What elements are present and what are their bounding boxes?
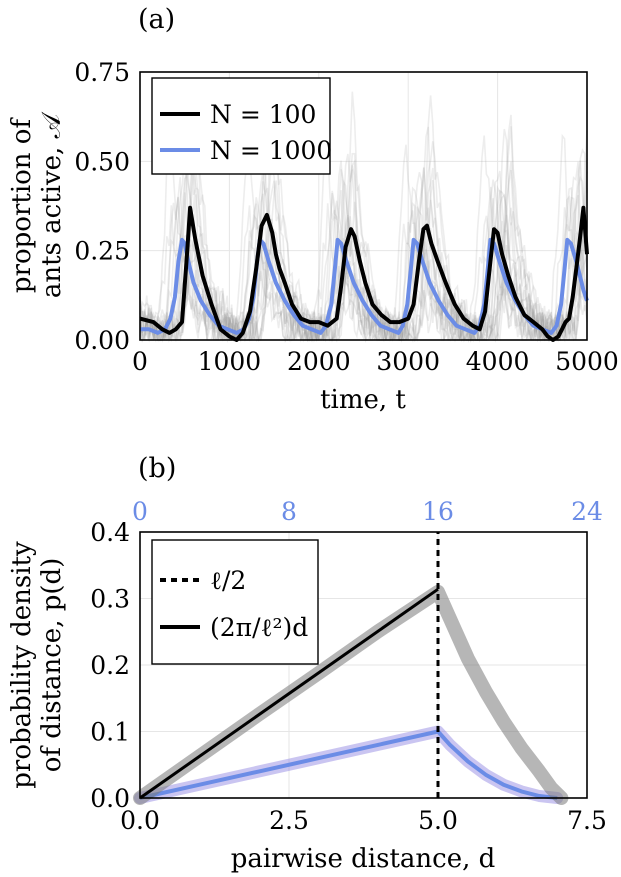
panel-b-top-xtick-label: 16 — [422, 497, 454, 526]
panel-a-background-trace — [139, 220, 588, 343]
panel-a-ytick-label: 0.25 — [74, 237, 130, 266]
series-blue-band — [139, 729, 558, 800]
panel-b-top-xtick-label: 24 — [571, 497, 603, 526]
panel-b-ytick-label: 0.1 — [90, 718, 130, 747]
panel-b-ytick-label: 0.3 — [90, 585, 130, 614]
panel-a-ytick-label: 0.50 — [74, 147, 130, 176]
panel-b-xtick-label: 0.0 — [120, 806, 160, 835]
panel-a-background-trace — [139, 186, 588, 342]
panel-b-series — [133, 532, 569, 805]
panel-b-xtick-label: 5.0 — [418, 806, 458, 835]
panel-b-top-x-ticks: 0 8 16 24 — [132, 497, 603, 526]
panel-b-x-ticks: 0.0 2.5 5.0 7.5 — [120, 806, 607, 835]
panel-b-frame — [139, 531, 588, 799]
legend-label-half-ell: ℓ/2 — [210, 566, 246, 595]
panel-a-frame — [139, 71, 588, 341]
panel-a-legend-box — [151, 77, 331, 175]
panel-a-label: (a) — [138, 4, 175, 35]
panel-b-top-xtick-label: 0 — [132, 497, 148, 526]
panel-a-legend: N = 100 N = 1000 — [151, 77, 332, 175]
panel-a-xtick-label: 1000 — [198, 347, 262, 376]
panel-a-background-trace — [139, 91, 588, 344]
panel-a-xtick-label: 3000 — [376, 347, 440, 376]
panel-a-series — [139, 205, 589, 342]
panel-b-ytick-label: 0.4 — [90, 518, 130, 547]
panel-b-top-xtick-label: 8 — [281, 497, 297, 526]
panel-b-xtick-label: 2.5 — [269, 806, 309, 835]
series-blue-band-halo — [134, 725, 564, 804]
panel-b-ytick-label: 0.2 — [90, 651, 130, 680]
series-n100-line — [139, 205, 589, 342]
panel-a-xtick-label: 0 — [132, 347, 148, 376]
panel-a-background-trace — [139, 150, 588, 343]
legend-label-n100: N = 100 — [210, 100, 316, 129]
panel-a-ylabel-line1: proportion of — [7, 117, 37, 294]
panel-a-background-trace — [139, 126, 588, 344]
panel-a-xlabel: time, t — [320, 385, 406, 415]
panel-b-xtick-label: 7.5 — [567, 806, 607, 835]
panel-a-xtick-label: 2000 — [287, 347, 351, 376]
legend-label-linear: (2π/ℓ²)d — [210, 613, 308, 642]
panel-b-xlabel: pairwise distance, d — [231, 844, 496, 874]
panel-a-xtick-label: 5000 — [555, 347, 619, 376]
panel-b-ylabel-line2: of distance, p(d) — [37, 558, 67, 773]
panel-a-xtick-label: 4000 — [466, 347, 530, 376]
panel-a-background-trace — [139, 133, 588, 344]
panel-b-label: (b) — [138, 453, 176, 484]
panel-b-ylabel-line1: probability density — [7, 541, 37, 789]
legend-label-n1000: N = 1000 — [210, 136, 332, 165]
panel-a-ylabel-line2: ants active, 𝒜 — [37, 111, 67, 298]
panel-b-legend: ℓ/2 (2π/ℓ²)d — [151, 539, 319, 665]
panel-a-ytick-label: 0.75 — [74, 58, 130, 87]
panel-b-y-ticks: 0.0 0.1 0.2 0.3 0.4 — [90, 518, 130, 813]
panel-b-ytick-label: 0.0 — [90, 784, 130, 813]
panel-a-background-trace — [139, 165, 588, 343]
panel-b-legend-box — [151, 539, 319, 665]
series-linear-line — [139, 587, 439, 800]
panel-a-y-ticks: 0.00 0.25 0.50 0.75 — [74, 58, 130, 355]
panel-a-ytick-label: 0.00 — [74, 326, 130, 355]
panel-a-x-ticks: 0 1000 2000 3000 4000 5000 — [132, 347, 619, 376]
